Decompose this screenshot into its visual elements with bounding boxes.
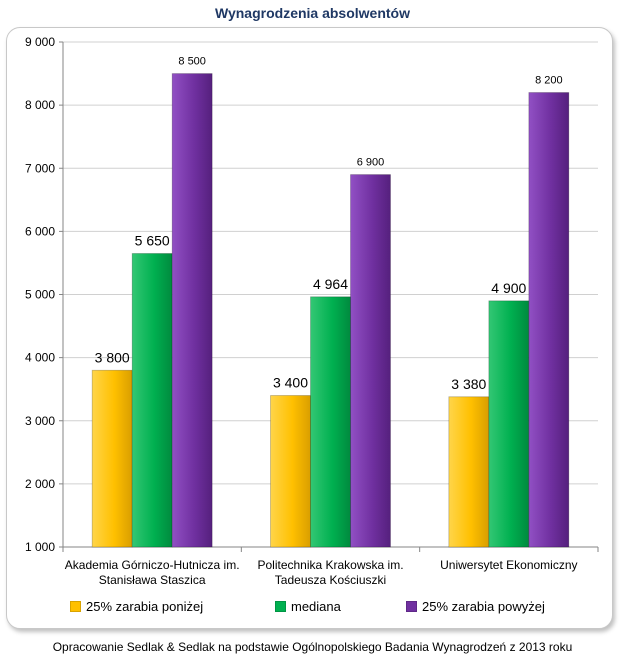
legend-swatch-median xyxy=(275,601,286,612)
legend-label-median: mediana xyxy=(291,599,341,614)
y-tick-label: 4 000 xyxy=(25,351,55,365)
legend-label-below: 25% zarabia poniżej xyxy=(86,599,204,614)
x-category-label: Uniwersytet Ekonomiczny xyxy=(440,558,577,572)
bar-0-2 xyxy=(448,396,490,548)
legend-item-median: mediana xyxy=(275,599,341,614)
data-label: 4 900 xyxy=(491,280,526,296)
x-category-label: Politechnika Krakowska im. xyxy=(257,558,403,572)
legend-label-above: 25% zarabia powyżej xyxy=(422,599,545,614)
y-tick-label: 8 000 xyxy=(25,98,55,112)
bar-1-2 xyxy=(488,300,530,548)
x-category-label: Stanisława Staszica xyxy=(99,573,206,587)
x-category-label: Tadeusza Kościuszki xyxy=(275,573,386,587)
legend-item-above: 25% zarabia powyżej xyxy=(406,599,545,614)
y-tick-label: 1 000 xyxy=(25,540,55,554)
data-label: 3 400 xyxy=(273,375,308,391)
y-tick-label: 3 000 xyxy=(25,414,55,428)
y-tick-label: 7 000 xyxy=(25,161,55,175)
bar-1-0 xyxy=(131,253,173,548)
bar-1-1 xyxy=(310,296,351,548)
data-label: 6 900 xyxy=(357,157,385,169)
bar-0-0 xyxy=(91,369,133,548)
data-label: 5 650 xyxy=(135,232,170,248)
chart-title: Wynagrodzenia absolwentów xyxy=(215,5,410,21)
bar-2-1 xyxy=(350,174,391,548)
bar-2-0 xyxy=(171,73,213,548)
source-note: Opracowanie Sedlak & Sedlak na podstawie… xyxy=(52,640,573,654)
y-tick-label: 2 000 xyxy=(25,477,55,491)
x-category-label: Akademia Górniczo-Hutnicza im. xyxy=(65,558,240,572)
legend-swatch-above xyxy=(406,601,417,612)
bar-0-1 xyxy=(270,395,311,548)
data-label: 4 964 xyxy=(313,276,348,292)
y-tick-label: 6 000 xyxy=(25,224,55,238)
data-label: 3 800 xyxy=(95,349,130,365)
data-label: 3 380 xyxy=(451,376,486,392)
bar-2-2 xyxy=(528,92,570,548)
data-label: 8 500 xyxy=(178,56,206,68)
y-tick-label: 9 000 xyxy=(25,35,55,49)
data-label: 8 200 xyxy=(535,75,563,87)
legend-item-below: 25% zarabia poniżej xyxy=(70,599,203,614)
legend: 25% zarabia poniżej mediana 25% zarabia … xyxy=(60,599,600,619)
legend-swatch-below xyxy=(70,601,81,612)
y-tick-label: 5 000 xyxy=(25,288,55,302)
